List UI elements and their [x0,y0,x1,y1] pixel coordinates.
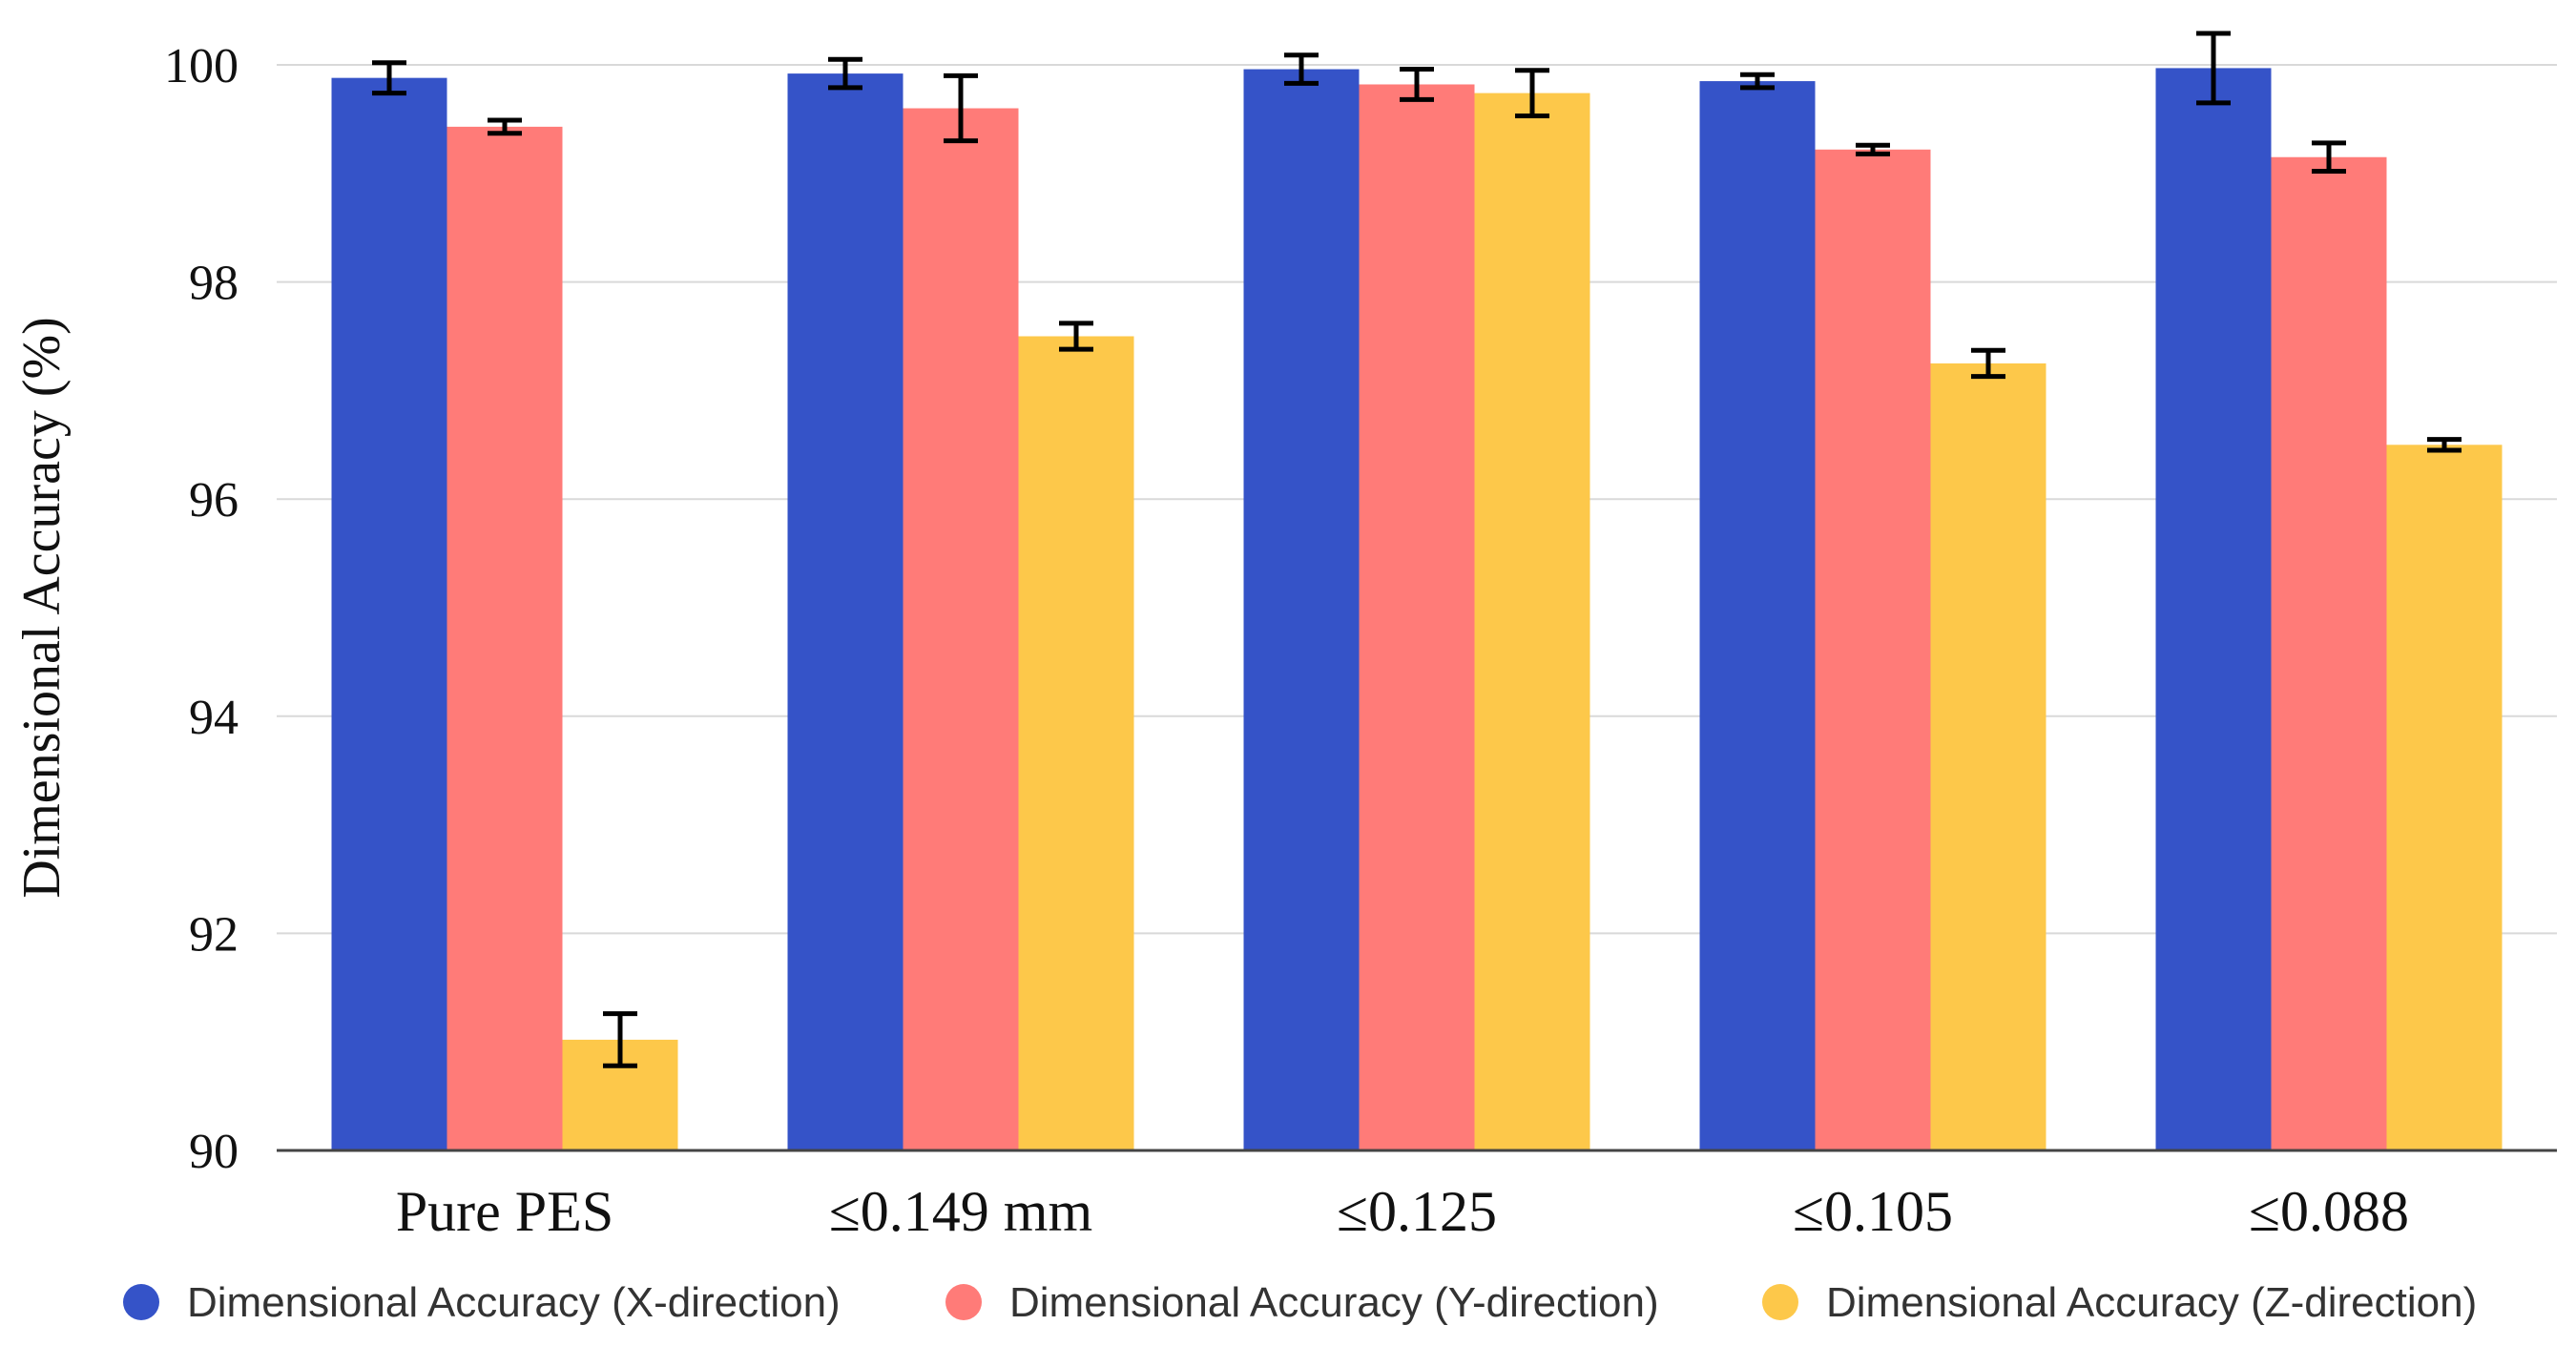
legend: Dimensional Accuracy (X-direction) Dimens… [123,1279,2477,1326]
legend-item: Dimensional Accuracy (X-direction) [123,1279,841,1326]
error-bar [372,60,406,96]
bar [1243,69,1360,1150]
y-tick-label: 98 [189,257,239,311]
y-tick-label: 96 [189,473,239,528]
y-tick-label: 92 [189,907,239,962]
x-tick-label: ≤0.105 [1793,1180,1953,1243]
bar [331,77,447,1150]
y-tick-label: 94 [189,691,239,745]
error-bar [2312,140,2346,175]
x-tick-label: ≤0.149 mm [829,1180,1092,1243]
bar [1474,93,1590,1150]
error-bar [1400,67,1434,102]
x-tick-label: Pure PES [396,1180,613,1243]
error-bar [1740,72,1775,91]
bar [787,73,904,1150]
bar [1815,149,1931,1150]
legend-label: Dimensional Accuracy (Z-direction) [1826,1279,2477,1326]
bar [2271,156,2387,1151]
bar [1930,362,2046,1150]
error-bars [372,31,2462,1068]
legend-label: Dimensional Accuracy (X-direction) [187,1279,841,1326]
bar [1018,336,1134,1150]
y-tick-label: 90 [189,1125,239,1179]
legend-item: Dimensional Accuracy (Y-direction) [945,1279,1659,1326]
error-bar [944,72,978,144]
error-bar [2196,31,2231,106]
legend-item: Dimensional Accuracy (Z-direction) [1762,1279,2477,1326]
bar [1359,84,1475,1150]
y-tick-label: 100 [164,39,239,93]
error-bar [1284,52,1319,86]
error-bar [1971,347,2005,380]
bars [331,68,2503,1151]
error-bar [2427,437,2462,453]
legend-label: Dimensional Accuracy (Y-direction) [1009,1279,1659,1326]
x-tick-label: ≤0.088 [2249,1180,2409,1243]
legend-swatch [123,1284,159,1320]
bar [903,108,1019,1150]
x-tick-labels: Pure PES ≤0.149 mm ≤0.125 ≤0.105 ≤0.088 [396,1180,2409,1243]
x-tick-label: ≤0.125 [1337,1180,1497,1243]
bar [447,126,563,1151]
legend-swatch [1762,1284,1798,1320]
error-bar [488,117,522,136]
error-bar [1059,321,1093,352]
y-tick-labels: 90 92 94 96 98 100 [164,39,239,1179]
bar [2386,445,2503,1150]
error-bar [603,1011,637,1068]
legend-swatch [945,1284,982,1320]
bar [1699,81,1816,1151]
bar [2155,68,2272,1150]
error-bar [1515,68,1549,118]
error-bar [828,56,862,91]
y-axis-title: Dimensional Accuracy (%) [12,317,72,899]
error-bar [1856,142,1890,156]
